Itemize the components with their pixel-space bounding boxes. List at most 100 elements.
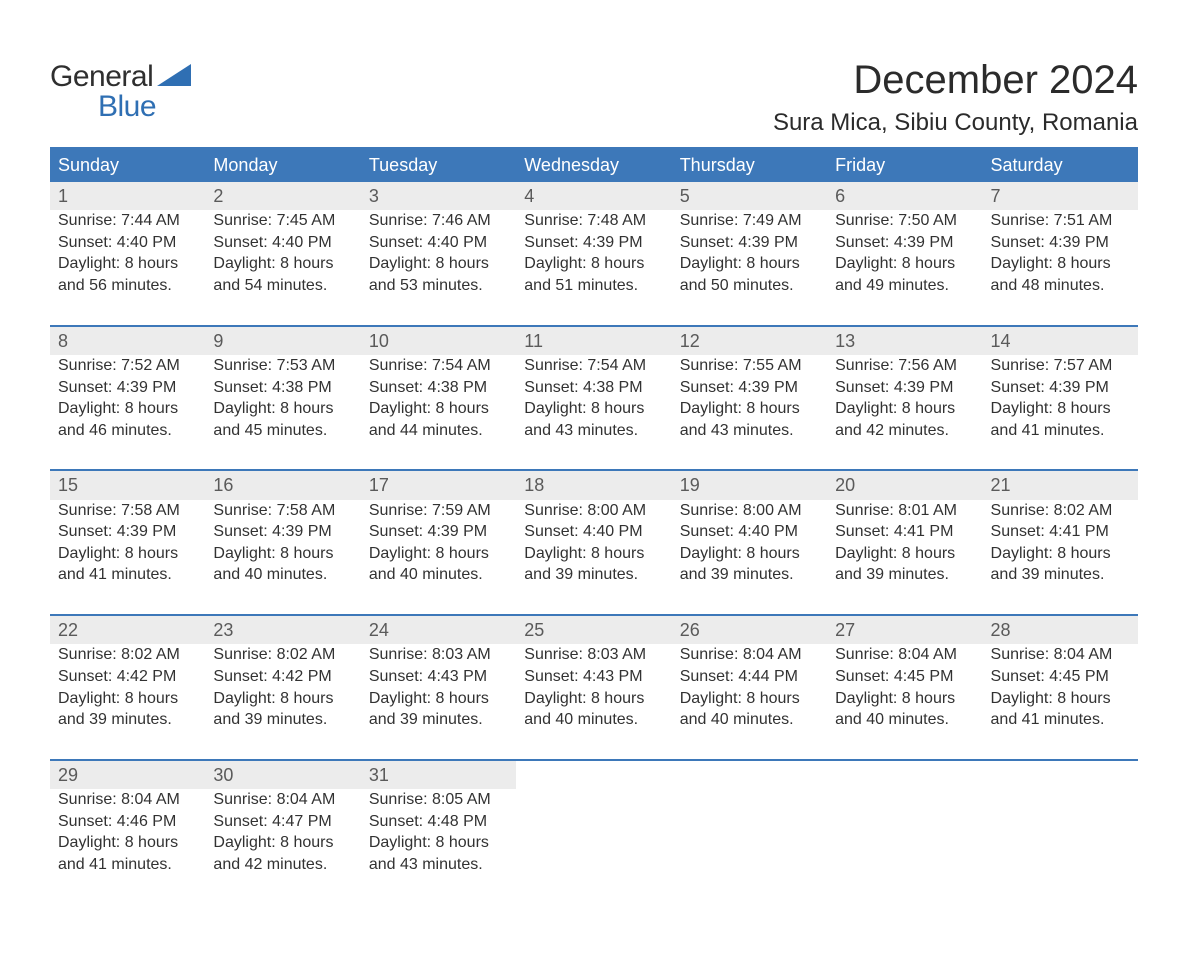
brand-word1: General (50, 60, 153, 94)
daylight-text: Daylight: 8 hours (524, 253, 663, 275)
sunrise-text: Sunrise: 7:58 AM (213, 500, 352, 522)
daylight-text: and 45 minutes. (213, 420, 352, 442)
day-number-cell: 13 (827, 326, 982, 355)
sunrise-text: Sunrise: 7:56 AM (835, 355, 974, 377)
sunrise-text: Sunrise: 8:04 AM (835, 644, 974, 666)
sunrise-text: Sunrise: 8:00 AM (524, 500, 663, 522)
day-number-row: 15161718192021 (50, 470, 1138, 499)
calendar-body: 1234567Sunrise: 7:44 AMSunset: 4:40 PMDa… (50, 182, 1138, 903)
sunrise-text: Sunrise: 7:45 AM (213, 210, 352, 232)
sunrise-text: Sunrise: 7:54 AM (524, 355, 663, 377)
daylight-text: and 39 minutes. (213, 709, 352, 731)
sunrise-text: Sunrise: 7:54 AM (369, 355, 508, 377)
sunrise-text: Sunrise: 8:03 AM (369, 644, 508, 666)
day-number-cell: 6 (827, 182, 982, 210)
daylight-text: Daylight: 8 hours (991, 543, 1130, 565)
day-number-cell: 24 (361, 615, 516, 644)
sunset-text: Sunset: 4:45 PM (835, 666, 974, 688)
weekday-header: Monday (205, 148, 360, 182)
sunrise-text: Sunrise: 8:01 AM (835, 500, 974, 522)
daylight-text: and 56 minutes. (58, 275, 197, 297)
day-detail-cell: Sunrise: 8:02 AMSunset: 4:42 PMDaylight:… (50, 644, 205, 759)
daylight-text: Daylight: 8 hours (835, 253, 974, 275)
sunset-text: Sunset: 4:39 PM (835, 377, 974, 399)
day-number-cell (827, 760, 982, 789)
daylight-text: and 42 minutes. (213, 854, 352, 876)
day-number-cell: 3 (361, 182, 516, 210)
daylight-text: Daylight: 8 hours (524, 398, 663, 420)
day-number-cell: 12 (672, 326, 827, 355)
weekday-header: Friday (827, 148, 982, 182)
daylight-text: Daylight: 8 hours (213, 688, 352, 710)
day-number-cell: 2 (205, 182, 360, 210)
day-detail-cell: Sunrise: 7:54 AMSunset: 4:38 PMDaylight:… (361, 355, 516, 470)
daylight-text: and 48 minutes. (991, 275, 1130, 297)
day-number-cell: 20 (827, 470, 982, 499)
sunset-text: Sunset: 4:41 PM (991, 521, 1130, 543)
day-number-cell: 18 (516, 470, 671, 499)
sunset-text: Sunset: 4:45 PM (991, 666, 1130, 688)
daylight-text: Daylight: 8 hours (58, 253, 197, 275)
day-detail-cell: Sunrise: 8:02 AMSunset: 4:41 PMDaylight:… (983, 500, 1138, 615)
daylight-text: and 44 minutes. (369, 420, 508, 442)
sunset-text: Sunset: 4:39 PM (680, 232, 819, 254)
daylight-text: and 49 minutes. (835, 275, 974, 297)
day-number-cell: 17 (361, 470, 516, 499)
sunset-text: Sunset: 4:47 PM (213, 811, 352, 833)
day-detail-cell: Sunrise: 7:45 AMSunset: 4:40 PMDaylight:… (205, 210, 360, 325)
sunset-text: Sunset: 4:40 PM (680, 521, 819, 543)
sunset-text: Sunset: 4:39 PM (991, 232, 1130, 254)
sunset-text: Sunset: 4:39 PM (991, 377, 1130, 399)
sunset-text: Sunset: 4:39 PM (680, 377, 819, 399)
daylight-text: and 50 minutes. (680, 275, 819, 297)
daylight-text: and 51 minutes. (524, 275, 663, 297)
daylight-text: and 39 minutes. (680, 564, 819, 586)
sunset-text: Sunset: 4:39 PM (213, 521, 352, 543)
day-detail-cell: Sunrise: 7:56 AMSunset: 4:39 PMDaylight:… (827, 355, 982, 470)
sunrise-text: Sunrise: 7:57 AM (991, 355, 1130, 377)
day-detail-cell: Sunrise: 7:44 AMSunset: 4:40 PMDaylight:… (50, 210, 205, 325)
daylight-text: Daylight: 8 hours (524, 688, 663, 710)
header-row: General Blue December 2024 Sura Mica, Si… (50, 40, 1138, 147)
sunset-text: Sunset: 4:39 PM (58, 521, 197, 543)
daylight-text: Daylight: 8 hours (680, 398, 819, 420)
day-number-cell (983, 760, 1138, 789)
daylight-text: and 41 minutes. (991, 420, 1130, 442)
day-detail-cell: Sunrise: 8:00 AMSunset: 4:40 PMDaylight:… (516, 500, 671, 615)
day-number-cell: 15 (50, 470, 205, 499)
weekday-header-row: Sunday Monday Tuesday Wednesday Thursday… (50, 148, 1138, 182)
sunset-text: Sunset: 4:40 PM (369, 232, 508, 254)
day-number-cell: 5 (672, 182, 827, 210)
daylight-text: and 43 minutes. (369, 854, 508, 876)
calendar-table: Sunday Monday Tuesday Wednesday Thursday… (50, 147, 1138, 903)
day-number-cell: 26 (672, 615, 827, 644)
sunrise-text: Sunrise: 7:44 AM (58, 210, 197, 232)
daylight-text: and 41 minutes. (58, 854, 197, 876)
sunrise-text: Sunrise: 8:04 AM (213, 789, 352, 811)
daylight-text: and 39 minutes. (58, 709, 197, 731)
daylight-text: and 53 minutes. (369, 275, 508, 297)
day-detail-row: Sunrise: 7:52 AMSunset: 4:39 PMDaylight:… (50, 355, 1138, 470)
daylight-text: Daylight: 8 hours (58, 832, 197, 854)
brand-logo: General Blue (50, 60, 191, 124)
day-number-cell: 27 (827, 615, 982, 644)
daylight-text: and 39 minutes. (835, 564, 974, 586)
daylight-text: Daylight: 8 hours (213, 543, 352, 565)
daylight-text: and 43 minutes. (680, 420, 819, 442)
day-detail-cell (827, 789, 982, 903)
sunrise-text: Sunrise: 8:00 AM (680, 500, 819, 522)
weekday-header: Saturday (983, 148, 1138, 182)
daylight-text: Daylight: 8 hours (58, 398, 197, 420)
day-number-cell: 10 (361, 326, 516, 355)
day-number-row: 1234567 (50, 182, 1138, 210)
daylight-text: Daylight: 8 hours (680, 253, 819, 275)
day-detail-cell: Sunrise: 8:04 AMSunset: 4:45 PMDaylight:… (827, 644, 982, 759)
day-detail-cell: Sunrise: 7:52 AMSunset: 4:39 PMDaylight:… (50, 355, 205, 470)
day-detail-cell: Sunrise: 8:01 AMSunset: 4:41 PMDaylight:… (827, 500, 982, 615)
day-number-row: 293031 (50, 760, 1138, 789)
daylight-text: Daylight: 8 hours (680, 543, 819, 565)
sunset-text: Sunset: 4:48 PM (369, 811, 508, 833)
day-detail-cell: Sunrise: 7:59 AMSunset: 4:39 PMDaylight:… (361, 500, 516, 615)
sunrise-text: Sunrise: 8:04 AM (680, 644, 819, 666)
day-detail-cell: Sunrise: 8:00 AMSunset: 4:40 PMDaylight:… (672, 500, 827, 615)
